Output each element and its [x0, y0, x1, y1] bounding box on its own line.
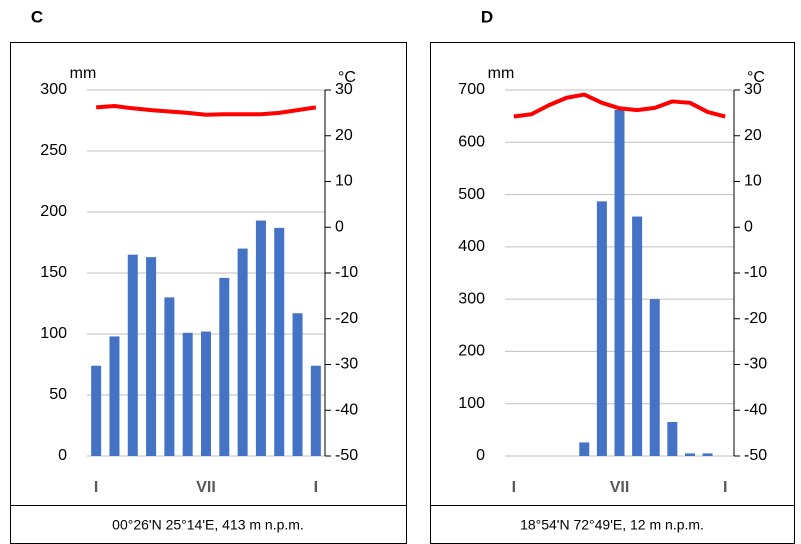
panel-label: D [481, 7, 493, 26]
temperature-line [96, 104, 317, 117]
bar [91, 365, 102, 456]
y2-tick-label: -20 [744, 310, 767, 327]
y-tick-label: 400 [458, 238, 485, 255]
y2-tick-label: -10 [744, 264, 767, 281]
y2-tick-label: -10 [335, 264, 358, 281]
x-tick-label: I [512, 479, 516, 496]
panel-frame [430, 42, 795, 544]
y2-tick-label: -20 [335, 310, 358, 327]
bar [219, 277, 230, 456]
bar [109, 336, 120, 456]
bar [255, 220, 266, 456]
y-tick-label: 50 [49, 386, 67, 403]
y-tick-label: 200 [40, 203, 67, 220]
y-tick-label: 0 [476, 447, 485, 464]
x-tick-label: I [94, 479, 98, 496]
y2-tick-label: 10 [744, 173, 762, 190]
panel-label: C [31, 7, 43, 26]
bar [684, 453, 695, 456]
footer: 00°26'N 25°14'E, 413 m n.p.m. [112, 517, 304, 533]
y2-tick-label: 0 [744, 218, 753, 235]
footer: 18°54'N 72°49'E, 12 m n.p.m. [520, 517, 704, 533]
x-tick-label: VII [196, 479, 216, 496]
y2-tick-label: 30 [335, 81, 353, 98]
y-tick-label: 150 [40, 264, 67, 281]
y2-tick-label: -40 [744, 401, 767, 418]
y-tick-label: 300 [458, 290, 485, 307]
bar [614, 109, 625, 457]
y-tick-label: 0 [58, 447, 67, 464]
y2-tick-label: 20 [335, 127, 353, 144]
bar [146, 257, 157, 456]
x-tick-label: I [723, 479, 727, 496]
y-tick-label: 300 [40, 81, 67, 98]
y2-tick-label: 20 [744, 127, 762, 144]
bar [310, 365, 321, 456]
y2-tick-label: -50 [744, 447, 767, 464]
bar [237, 248, 248, 456]
y-tick-label: 100 [40, 325, 67, 342]
bar [649, 299, 660, 456]
y-tick-label: 500 [458, 186, 485, 203]
y-tick-label: 600 [458, 134, 485, 151]
y-axis-label: mm [70, 65, 97, 82]
bar [127, 254, 138, 456]
bar [579, 442, 590, 456]
y2-axis-label: °C [338, 69, 356, 86]
y-tick-label: 700 [458, 81, 485, 98]
y2-tick-label: -40 [335, 401, 358, 418]
temperature-line [513, 92, 726, 119]
y2-tick-label: 30 [744, 81, 762, 98]
y2-tick-label: -50 [335, 447, 358, 464]
y2-tick-label: 10 [335, 173, 353, 190]
y-axis-label: mm [488, 65, 515, 82]
x-tick-label: VII [610, 479, 630, 496]
bar [201, 331, 211, 456]
y2-tick-label: -30 [335, 356, 358, 373]
bar [164, 297, 175, 456]
bar [702, 453, 713, 456]
y2-tick-label: -30 [744, 356, 767, 373]
bar [596, 201, 607, 456]
y2-tick-label: 0 [335, 218, 344, 235]
bar [632, 216, 643, 456]
y-tick-label: 200 [458, 343, 485, 360]
bar [274, 227, 285, 456]
panel-frame [10, 42, 407, 544]
y-tick-label: 250 [40, 142, 67, 159]
bar [292, 313, 303, 456]
y-tick-label: 100 [458, 395, 485, 412]
x-tick-label: I [314, 479, 318, 496]
bar [667, 422, 678, 456]
bar [182, 332, 193, 456]
y2-axis-label: °C [747, 69, 765, 86]
